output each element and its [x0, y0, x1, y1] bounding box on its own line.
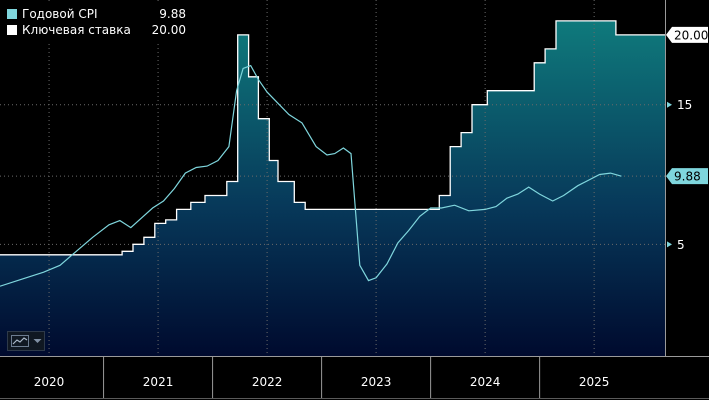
series-line-cpi: [0, 64, 622, 287]
last-value-label-cpi: 9.88: [674, 170, 701, 184]
chart-style-button[interactable]: [7, 331, 45, 351]
legend-swatch-rate: [7, 25, 17, 35]
last-value-label-rate: 20.00: [674, 28, 708, 42]
x-tick-label-2024: 2024: [470, 375, 501, 389]
y-tick-label-5: 5: [677, 238, 685, 252]
y-tick-label-15: 15: [677, 98, 692, 112]
legend-entry-cpi[interactable]: Годовой CPI 9.88: [7, 6, 186, 22]
x-tick-label-2021: 2021: [143, 375, 174, 389]
rate-area-fill: [0, 20, 665, 357]
legend: Годовой CPI 9.88 Ключевая ставка 20.00: [3, 4, 192, 41]
series-line-rate: [0, 20, 665, 256]
legend-value-cpi: 9.88: [159, 7, 186, 21]
last-value-flag-rate: [666, 26, 708, 43]
x-tick-label-2022: 2022: [252, 375, 283, 389]
line-chart-icon: [10, 335, 29, 347]
y-tick-marker-15: [667, 101, 672, 108]
legend-label-rate: Ключевая ставка: [22, 23, 131, 37]
x-tick-label-2025: 2025: [579, 375, 610, 389]
rate-area-layer: [0, 20, 665, 357]
x-tick-label-2020: 2020: [34, 375, 65, 389]
last-value-flag-cpi: [666, 168, 708, 185]
legend-swatch-cpi: [7, 9, 17, 19]
x-tick-label-2023: 2023: [361, 375, 392, 389]
legend-value-rate: 20.00: [151, 23, 186, 37]
legend-label-cpi: Годовой CPI: [22, 7, 98, 21]
legend-entry-rate[interactable]: Ключевая ставка 20.00: [7, 22, 186, 38]
series-line-layer: [0, 20, 665, 287]
label-layer: 2020 2021 2022 2023 2024 2025 5 15 20.00 9.88: [34, 26, 708, 389]
y-tick-marker-5: [667, 241, 672, 248]
grid-layer: [0, 0, 665, 356]
caret-down-icon[interactable]: [33, 338, 42, 344]
